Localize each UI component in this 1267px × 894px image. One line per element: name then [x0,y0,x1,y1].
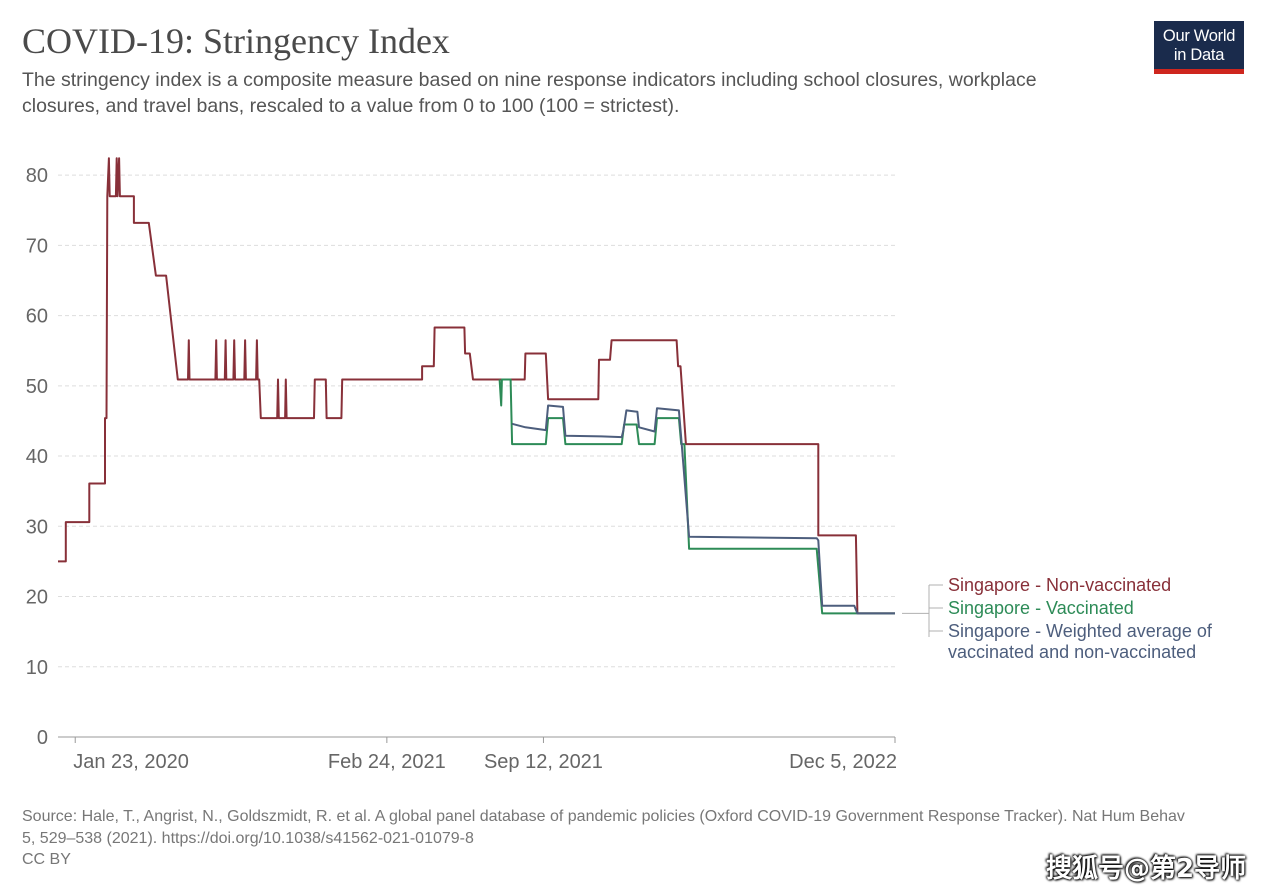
source-note: Source: Hale, T., Angrist, N., Goldszmid… [22,808,1185,847]
legend-label-3[interactable]: vaccinated and non-vaccinated [948,642,1196,662]
owid-logo[interactable]: Our World in Data [1154,21,1244,74]
legend-label-3[interactable]: Singapore - Weighted average of [948,621,1213,641]
series-line-3 [511,404,895,615]
footer: Source: Hale, T., Angrist, N., Goldszmid… [22,806,1202,871]
x-axis: Jan 23, 2020 Feb 24, 2021 Sep 12, 2021 Dec … [58,736,897,773]
y-tick-label: 80 [26,165,48,187]
x-tick-label: Dec 5, 2022 [789,751,897,773]
legend: Singapore - Non-vaccinated Singapore - Va… [902,575,1213,662]
x-tick-label: Jan 23, 2020 [73,751,189,773]
y-axis: 0 10 20 30 40 50 60 70 80 [26,165,48,749]
y-tick-label: 60 [26,306,48,328]
x-tick-label: Sep 12, 2021 [484,751,603,773]
chart-subtitle: The stringency index is a composite meas… [22,69,1037,117]
y-tick-label: 50 [26,376,48,398]
series-lines [58,157,895,615]
series-line-2 [498,378,895,615]
chart-title: COVID-19: Stringency Index [22,21,450,61]
series-line-1 [58,157,895,615]
y-tick-label: 40 [26,446,48,468]
y-tick-label: 30 [26,516,48,538]
y-tick-label: 10 [26,657,48,679]
watermark: 搜狐号@第2导师 [1046,854,1247,884]
license-note: CC BY [22,851,71,868]
legend-label-2[interactable]: Singapore - Vaccinated [948,598,1134,618]
legend-label-1[interactable]: Singapore - Non-vaccinated [948,575,1171,595]
logo-line-2: in Data [1173,46,1225,64]
grid-lines [58,174,895,668]
y-tick-label: 20 [26,587,48,609]
logo-accent-bar [1154,69,1244,74]
logo-line-1: Our World [1162,27,1236,45]
x-tick-label: Feb 24, 2021 [328,751,446,773]
y-tick-label: 70 [26,235,48,257]
y-tick-label: 0 [37,727,48,749]
